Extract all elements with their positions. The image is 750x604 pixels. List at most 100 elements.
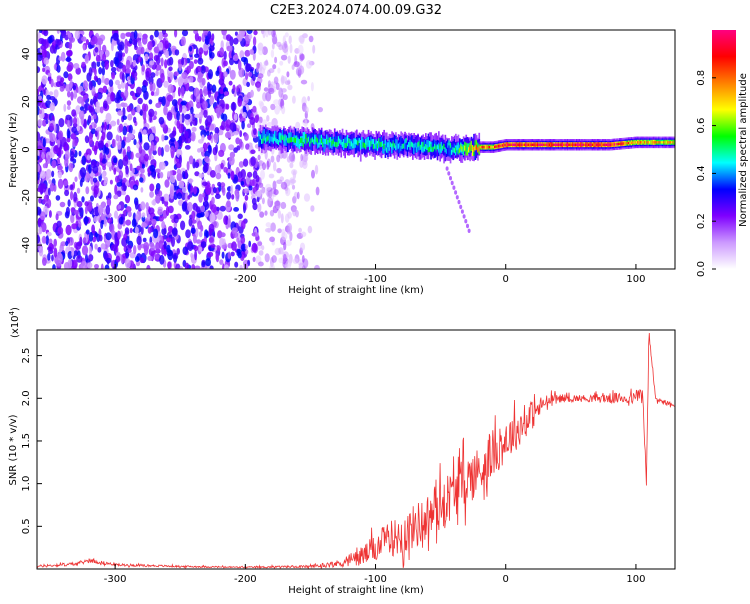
noise-blob [272, 64, 277, 70]
y-tick-label: 1.5 [21, 433, 32, 449]
noise-blob [170, 137, 176, 143]
band-cell [578, 143, 581, 146]
band-cell [547, 143, 550, 146]
noise-blob [240, 181, 245, 186]
noise-blob [185, 229, 191, 239]
y-tick-label: 2.0 [21, 390, 32, 406]
noise-blob [243, 188, 250, 194]
band-cell [428, 146, 431, 152]
band-cell [375, 139, 378, 150]
noise-blob [48, 91, 54, 96]
noise-blob [198, 47, 204, 55]
band-cell [461, 146, 464, 152]
band-cell [267, 135, 270, 141]
band-cell [483, 145, 486, 149]
noise-blob [138, 32, 143, 39]
noise-blob [268, 173, 275, 179]
noise-blob [270, 103, 276, 111]
band-cell [445, 148, 448, 154]
band-cell [466, 150, 469, 156]
noise-blob [60, 30, 67, 39]
noise-blob [236, 248, 242, 254]
band-cell [298, 139, 301, 150]
band-cell [563, 143, 565, 146]
noise-blob [37, 89, 40, 96]
noise-blob [181, 100, 187, 106]
noise-blob [111, 66, 117, 73]
band-cell [333, 141, 336, 147]
noise-blob [170, 71, 174, 81]
noise-blob [113, 157, 118, 164]
noise-blob [57, 139, 61, 148]
noise-blob [91, 35, 98, 45]
band-cell [630, 141, 633, 145]
noise-blob [193, 59, 198, 64]
noise-blob [243, 203, 246, 214]
noise-blob [198, 230, 203, 238]
band-cell [294, 137, 297, 143]
noise-blob [179, 266, 184, 269]
noise-blob [196, 101, 202, 109]
noise-blob [215, 70, 220, 77]
band-cell [652, 141, 655, 144]
noise-blob [53, 247, 58, 258]
noise-blob [266, 190, 271, 198]
spectrogram-x-ticks: -300 -200 -100 0 100 [104, 264, 645, 285]
noise-blob [255, 232, 259, 238]
noise-blob [262, 30, 266, 39]
band-cell [262, 138, 264, 144]
band-cell [488, 145, 491, 149]
noise-blob [195, 47, 199, 56]
noise-blob [118, 204, 122, 210]
band-cell [619, 142, 621, 146]
noise-blob [72, 85, 77, 91]
noise-blob [307, 95, 310, 102]
band-cell [598, 143, 600, 146]
band-cell [589, 143, 591, 146]
noise-blob [245, 249, 249, 255]
noise-blob [115, 134, 120, 142]
noise-blob [207, 144, 212, 154]
noise-blob [131, 218, 137, 228]
noise-blob [133, 116, 137, 124]
band-cell [357, 140, 359, 146]
band-cell [361, 138, 363, 149]
noise-blob [251, 197, 257, 205]
noise-blob [56, 30, 60, 34]
noise-blob [147, 41, 153, 51]
noise-blob [184, 262, 190, 269]
noise-blob [281, 88, 287, 93]
noise-blob [139, 173, 143, 179]
band-cell [468, 147, 470, 153]
noise-blob [267, 197, 271, 207]
noise-blob [241, 120, 245, 130]
noise-blob [181, 112, 185, 123]
noise-blob [231, 227, 238, 233]
noise-blob [220, 162, 224, 170]
noise-blob [276, 179, 283, 185]
band-cell [525, 143, 527, 146]
band-cell [339, 138, 341, 144]
band-cell [550, 143, 552, 146]
noise-blob [125, 219, 131, 226]
band-cell [439, 143, 441, 149]
band-cell [544, 143, 547, 146]
noise-blob [66, 100, 72, 106]
noise-blob [208, 228, 212, 237]
band-cell [582, 143, 585, 146]
band-cell [620, 142, 622, 145]
noise-blob [178, 135, 182, 147]
noise-blob [111, 71, 116, 79]
noise-blob [88, 136, 93, 145]
band-cell [270, 136, 272, 142]
band-cell [309, 141, 311, 147]
noise-blob [229, 57, 234, 66]
noise-blob [195, 239, 202, 244]
band-cell [378, 138, 380, 144]
noise-blob [133, 30, 138, 40]
noise-blob [291, 64, 295, 70]
band-cell [624, 142, 626, 145]
band-cell [626, 141, 629, 145]
